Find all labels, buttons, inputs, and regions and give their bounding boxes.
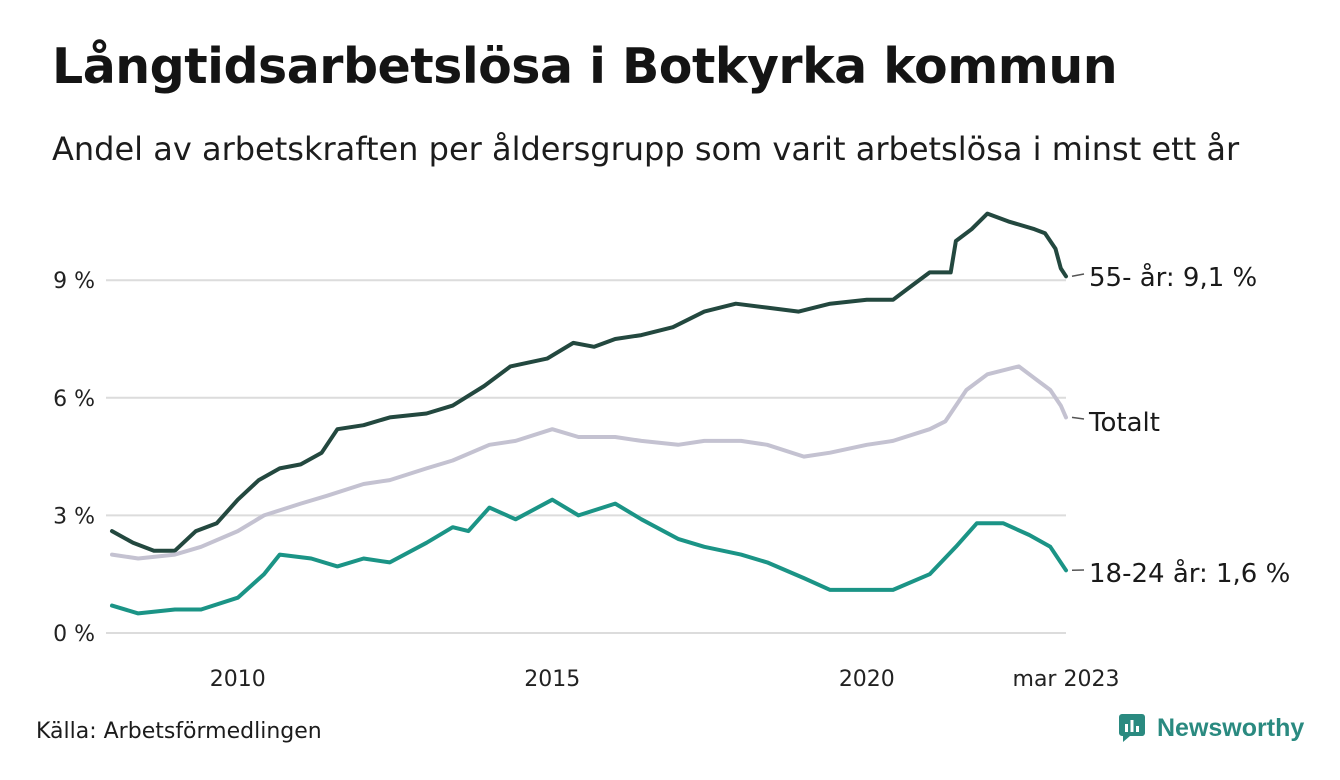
label-connector xyxy=(1071,273,1085,278)
gridlines xyxy=(106,279,1066,634)
x-tick-label: mar 2023 xyxy=(1013,667,1120,692)
x-tick-label: 2010 xyxy=(210,667,266,692)
brand-logo: Newsworthy xyxy=(1118,713,1304,743)
series-line-total xyxy=(110,364,1068,561)
y-tick-label: 3 % xyxy=(53,504,95,529)
series-line-age_18_24 xyxy=(110,497,1068,616)
x-axis-ticks: 2010 2015 2020 mar 2023 xyxy=(210,667,1120,692)
y-tick-label: 0 % xyxy=(53,622,95,647)
y-axis-ticks: 0 % 3 % 6 % 9 % xyxy=(53,269,95,647)
brand-name: Newsworthy xyxy=(1157,713,1305,742)
x-tick-label: 2015 xyxy=(524,667,580,692)
chart-title: Långtidsarbetslösa i Botkyrka kommun xyxy=(52,38,1118,95)
y-tick-label: 9 % xyxy=(53,269,95,294)
series-label-age_18_24: 18-24 år: 1,6 % xyxy=(1089,558,1290,589)
series-lines xyxy=(110,211,1068,616)
series-label-age_55: 55- år: 9,1 % xyxy=(1089,262,1257,293)
source-note: Källa: Arbetsförmedlingen xyxy=(36,719,322,744)
series-labels: 55- år: 9,1 % Totalt 18-24 år: 1,6 % xyxy=(1071,262,1290,589)
series-line-age_55 xyxy=(110,211,1068,553)
x-tick-label: 2020 xyxy=(839,667,895,692)
series-label-total: Totalt xyxy=(1088,408,1160,438)
chart-subtitle: Andel av arbetskraften per åldersgrupp s… xyxy=(52,130,1240,168)
y-tick-label: 6 % xyxy=(53,387,95,412)
label-connector xyxy=(1071,416,1085,420)
newsworthy-icon xyxy=(1119,714,1145,742)
